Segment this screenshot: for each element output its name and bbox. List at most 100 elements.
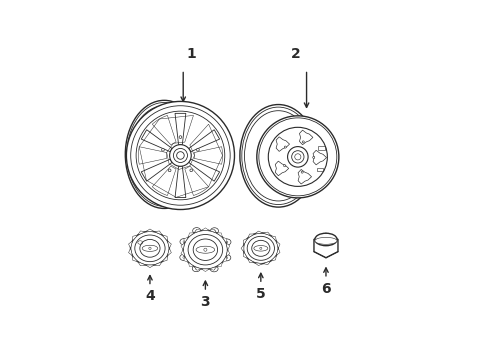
Polygon shape <box>181 250 185 256</box>
Polygon shape <box>248 258 255 263</box>
Circle shape <box>162 148 164 151</box>
Polygon shape <box>271 236 276 241</box>
Circle shape <box>179 136 182 139</box>
Ellipse shape <box>315 237 337 244</box>
Polygon shape <box>184 237 188 243</box>
Polygon shape <box>154 262 162 266</box>
Polygon shape <box>138 231 146 235</box>
Ellipse shape <box>244 233 278 264</box>
Ellipse shape <box>188 234 222 265</box>
Polygon shape <box>222 256 227 262</box>
Polygon shape <box>154 231 162 235</box>
Circle shape <box>288 147 308 167</box>
Circle shape <box>173 148 188 162</box>
Circle shape <box>196 268 197 270</box>
Ellipse shape <box>211 228 219 234</box>
Polygon shape <box>146 265 154 267</box>
Circle shape <box>292 151 304 163</box>
Polygon shape <box>222 237 227 243</box>
Ellipse shape <box>131 106 230 205</box>
Polygon shape <box>263 232 271 236</box>
Circle shape <box>284 146 286 148</box>
Polygon shape <box>201 269 209 271</box>
Polygon shape <box>175 113 186 145</box>
Text: 3: 3 <box>200 295 210 309</box>
Ellipse shape <box>135 235 165 262</box>
Text: 2: 2 <box>291 47 300 61</box>
Polygon shape <box>138 262 146 266</box>
Ellipse shape <box>259 118 337 196</box>
Polygon shape <box>141 130 172 152</box>
Polygon shape <box>141 159 172 181</box>
Text: 4: 4 <box>145 289 155 303</box>
Circle shape <box>183 257 185 258</box>
Polygon shape <box>132 256 138 262</box>
Circle shape <box>226 257 228 258</box>
Ellipse shape <box>126 102 235 210</box>
Polygon shape <box>189 130 220 152</box>
Circle shape <box>196 148 199 151</box>
Polygon shape <box>128 241 132 248</box>
Circle shape <box>177 152 184 159</box>
Polygon shape <box>162 256 168 262</box>
Circle shape <box>226 241 228 243</box>
Polygon shape <box>248 234 255 238</box>
Ellipse shape <box>252 240 270 256</box>
Ellipse shape <box>180 254 188 261</box>
Text: 1: 1 <box>187 47 196 61</box>
Polygon shape <box>162 235 168 241</box>
Text: 5: 5 <box>256 287 266 301</box>
Circle shape <box>214 230 216 232</box>
Polygon shape <box>209 229 217 233</box>
Text: 6: 6 <box>321 282 331 296</box>
Polygon shape <box>226 250 230 256</box>
Polygon shape <box>195 267 201 270</box>
Polygon shape <box>188 262 195 267</box>
Ellipse shape <box>136 111 225 200</box>
Polygon shape <box>226 243 230 250</box>
Polygon shape <box>181 243 185 250</box>
Polygon shape <box>188 233 195 237</box>
Ellipse shape <box>130 231 170 265</box>
Ellipse shape <box>183 230 227 269</box>
Polygon shape <box>146 229 154 232</box>
Circle shape <box>284 165 286 167</box>
Ellipse shape <box>193 239 218 260</box>
Polygon shape <box>314 233 338 258</box>
Ellipse shape <box>192 265 200 272</box>
Ellipse shape <box>193 228 201 234</box>
Polygon shape <box>217 233 222 237</box>
Polygon shape <box>184 256 188 262</box>
Circle shape <box>196 230 197 231</box>
Ellipse shape <box>223 255 231 261</box>
Circle shape <box>260 247 262 249</box>
Polygon shape <box>132 235 138 241</box>
Circle shape <box>190 169 193 172</box>
Ellipse shape <box>223 239 231 245</box>
Circle shape <box>204 248 207 251</box>
Polygon shape <box>209 267 217 270</box>
Circle shape <box>149 247 151 249</box>
Polygon shape <box>128 248 132 256</box>
Polygon shape <box>244 238 248 245</box>
Polygon shape <box>217 262 222 267</box>
Ellipse shape <box>257 116 339 198</box>
Ellipse shape <box>269 127 327 186</box>
Polygon shape <box>168 241 172 248</box>
Polygon shape <box>241 245 244 252</box>
Polygon shape <box>168 248 172 256</box>
Polygon shape <box>201 228 209 230</box>
Polygon shape <box>271 256 276 261</box>
Ellipse shape <box>180 239 188 245</box>
Polygon shape <box>255 231 263 234</box>
Circle shape <box>213 268 215 270</box>
Ellipse shape <box>210 266 218 272</box>
Ellipse shape <box>315 233 337 246</box>
Polygon shape <box>175 166 186 198</box>
Ellipse shape <box>140 239 160 257</box>
Circle shape <box>313 156 315 158</box>
Polygon shape <box>255 263 263 266</box>
Polygon shape <box>189 159 220 181</box>
Circle shape <box>295 154 301 160</box>
Circle shape <box>170 145 191 166</box>
